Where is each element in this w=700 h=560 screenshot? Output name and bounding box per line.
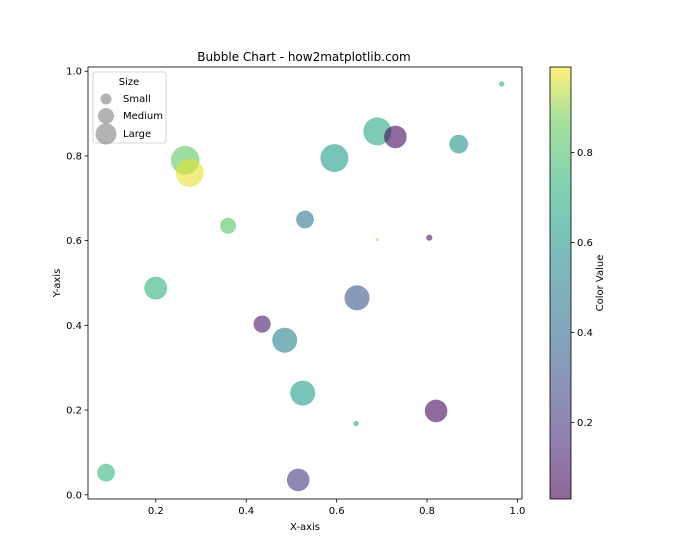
colorbar-frame [549, 66, 572, 500]
bubble-9 [375, 238, 379, 242]
legend-entry-small: Small [123, 94, 151, 105]
points-layer [97, 81, 505, 492]
plot-area-frame [87, 66, 523, 500]
x-axis-label: X-axis [290, 522, 320, 533]
bubble-5 [449, 134, 469, 154]
y-tick-label-0: 0.0 [66, 490, 82, 501]
bubble-12 [344, 285, 370, 311]
x-tick-label-3: 0.8 [419, 506, 435, 517]
bubble-3 [384, 125, 407, 149]
bubble-6 [499, 81, 505, 87]
x-ticks: 0.2 0.4 0.6 0.8 1.0 [148, 499, 526, 517]
colorbar-label: Color Value [595, 255, 606, 312]
colorbar-ticks: 0.2 0.4 0.6 0.8 [571, 148, 593, 429]
bubble-15 [290, 380, 316, 406]
bubble-14 [272, 327, 298, 353]
bubble-8 [296, 210, 314, 229]
x-tick-label-4: 1.0 [510, 506, 526, 517]
y-tick-label-3: 0.6 [66, 236, 82, 247]
bubble-10 [426, 234, 433, 241]
y-tick-label-5: 1.0 [66, 67, 82, 78]
colorbar-gradient [550, 67, 571, 499]
bubble-16 [353, 420, 359, 427]
bubble-1 [175, 158, 204, 187]
colorbar-tick-label-3: 0.8 [577, 148, 593, 159]
bubble-11 [144, 276, 168, 300]
y-tick-label-1: 0.2 [66, 406, 82, 417]
colorbar: 0.2 0.4 0.6 0.8 Color Value [549, 66, 606, 500]
legend-marker-large [95, 123, 117, 145]
bubble-17 [424, 399, 448, 423]
y-tick-label-2: 0.4 [66, 321, 82, 332]
y-tick-label-4: 0.8 [66, 151, 82, 162]
legend-title: Size [119, 77, 140, 88]
chart-title: Bubble Chart - how2matplotlib.com [197, 50, 410, 64]
legend-marker-small [100, 93, 112, 105]
x-tick-label-1: 0.4 [238, 506, 254, 517]
colorbar-tick-label-2: 0.6 [577, 238, 593, 249]
legend-marker-medium [98, 108, 114, 124]
colorbar-tick-label-0: 0.2 [577, 418, 593, 429]
bubble-4 [320, 144, 349, 173]
colorbar-tick-label-1: 0.4 [577, 328, 593, 339]
y-ticks: 0.0 0.2 0.4 0.6 0.8 1.0 [66, 67, 88, 501]
bubble-13 [253, 315, 271, 333]
bubble-19 [286, 468, 310, 492]
legend-entry-large: Large [123, 129, 151, 140]
x-tick-label-0: 0.2 [148, 506, 164, 517]
legend-entry-medium: Medium [123, 111, 163, 122]
y-axis-label: Y-axis [52, 269, 63, 299]
x-tick-label-2: 0.6 [329, 506, 345, 517]
legend: Size Small Medium Large [92, 71, 167, 145]
bubble-7 [220, 217, 237, 234]
bubble-18 [97, 463, 115, 482]
